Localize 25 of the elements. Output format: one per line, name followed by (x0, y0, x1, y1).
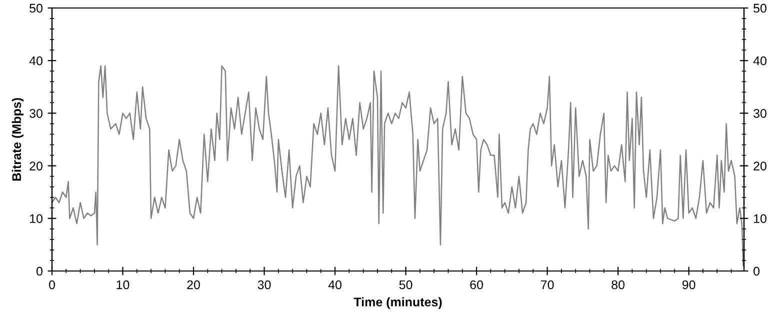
y-tick-label: 50 (30, 4, 42, 13)
y-tick-label: 40 (29, 56, 42, 66)
x-tick-label: 40 (328, 280, 342, 290)
x-tick-label: 50 (399, 280, 412, 290)
y2-tick-label: 50 (754, 4, 766, 13)
x-tick-label: 80 (612, 280, 625, 290)
x-tick-label: 10 (116, 280, 130, 290)
line-series (52, 65, 744, 266)
x-tick-label: 70 (540, 280, 554, 290)
x-tick-label: 90 (682, 280, 696, 290)
x-tick-label: 0 (49, 280, 55, 290)
y2-tick-label: 20 (754, 162, 766, 170)
x-tick-label: 30 (258, 280, 271, 290)
x-axis-title: Time (minutes) (354, 297, 442, 309)
y2-tick-label: 30 (754, 109, 766, 118)
x-tick-label: 60 (470, 280, 484, 290)
y2-tick-label: 10 (754, 214, 766, 224)
y-tick-label: 30 (30, 109, 42, 118)
y-tick-label: 10 (30, 214, 42, 224)
y2-tick-label: 40 (753, 56, 766, 66)
y-axis-title: Bitrate (Mbps) (12, 98, 24, 181)
x-tick-label: 20 (187, 280, 200, 290)
y2-tick-label: 0 (754, 266, 760, 276)
y-tick-label: 0 (36, 266, 42, 276)
y-tick-label: 20 (30, 162, 42, 170)
